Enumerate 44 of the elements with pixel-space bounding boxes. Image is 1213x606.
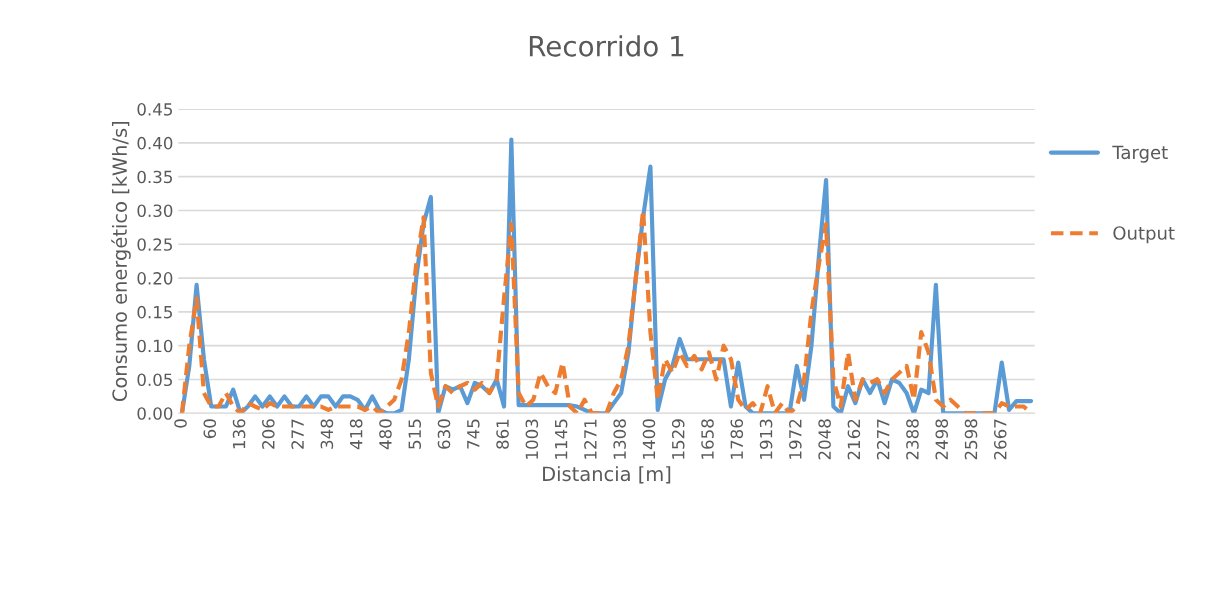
- x-tick-label: 2388: [906, 419, 919, 460]
- y-tick-label: 0.05: [137, 373, 172, 387]
- x-tick-label: 515: [408, 419, 422, 449]
- x-tick-label: 2667: [993, 419, 1007, 460]
- x-tick-label: 60: [203, 419, 217, 439]
- x-tick-label: 745: [467, 419, 480, 449]
- y-tick-label: 0.20: [137, 272, 173, 285]
- x-tick-label: 0: [174, 419, 187, 428]
- x-tick-label: 1308: [613, 419, 626, 459]
- x-tick-label: 630: [437, 419, 451, 449]
- x-tick-label: 1529: [671, 419, 685, 459]
- x-tick-label: 206: [262, 419, 275, 449]
- x-tick-label: 1658: [701, 419, 714, 459]
- chart-title: Recorrido 1: [529, 35, 684, 57]
- y-tick-label: 0.35: [137, 170, 172, 184]
- x-tick-label: 277: [291, 419, 304, 449]
- x-tick-label: 2598: [964, 419, 978, 460]
- y-tick-label: 0.30: [137, 204, 173, 218]
- y-tick-label: 0.00: [137, 407, 173, 420]
- y-tick-label: 0.40: [137, 136, 173, 150]
- x-tick-label: 861: [496, 419, 509, 449]
- x-tick-label: 1003: [525, 419, 539, 459]
- x-tick-label: 136: [232, 419, 246, 449]
- y-tick-label: 0.25: [137, 238, 172, 251]
- x-tick-label: 2498: [935, 419, 949, 460]
- y-tick-label: 0.45: [137, 103, 172, 116]
- x-tick-label: 480: [379, 419, 392, 450]
- x-tick-label: 348: [320, 419, 334, 449]
- x-axis-title: Distancia [m]: [543, 466, 671, 484]
- legend-label: Output: [1113, 226, 1175, 244]
- x-tick-label: 1786: [730, 419, 744, 459]
- x-tick-label: 2277: [876, 419, 890, 460]
- x-tick-label: 418: [349, 419, 363, 450]
- x-tick-label: 2162: [847, 419, 861, 460]
- y-tick-label: 0.15: [137, 305, 172, 319]
- x-tick-label: 1271: [584, 419, 597, 459]
- y-axis-title: Consumo energético [kWh/s]: [111, 121, 131, 402]
- x-tick-label: 1972: [789, 419, 802, 459]
- x-tick-label: 1913: [759, 419, 773, 459]
- legend-label: Target: [1112, 145, 1168, 163]
- y-tick-label: 0.10: [137, 339, 173, 353]
- x-tick-label: 2048: [818, 419, 831, 460]
- x-tick-label: 1145: [555, 419, 568, 459]
- x-tick-label: 1400: [642, 419, 656, 459]
